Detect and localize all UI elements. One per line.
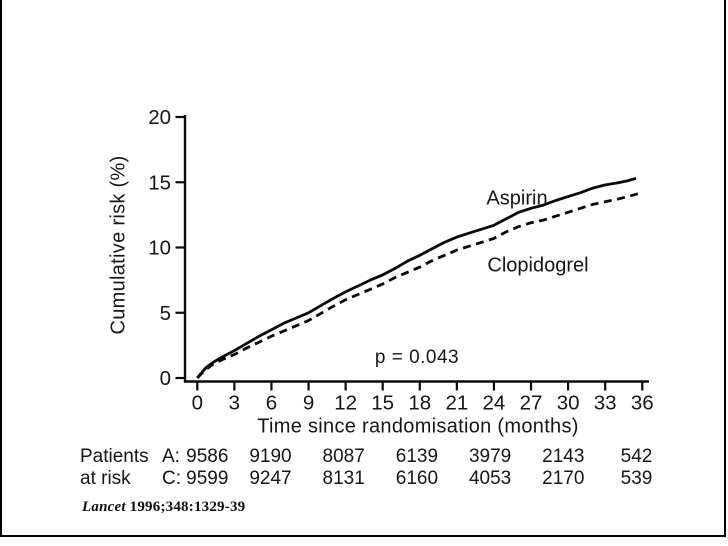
y-tick-label: 10 [148, 237, 171, 260]
risk-count: 2143 [542, 446, 585, 467]
clopidogrel-series-label: Clopidogrel [487, 254, 589, 277]
risk-count: 4053 [468, 468, 512, 489]
aspirin-curve [196, 176, 637, 379]
risk-count: 2170 [542, 468, 585, 489]
x-tick-label: 33 [594, 392, 617, 415]
citation-journal: Lancet [82, 499, 126, 515]
risk-count: 539 [620, 468, 653, 489]
x-axis-title: Time since randomisation (months) [257, 415, 579, 438]
slide-border-left [0, 0, 2, 537]
y-axis-title: Cumulative risk (%) [107, 155, 130, 335]
x-tick-label: 9 [303, 392, 314, 415]
risk-count: 3979 [468, 446, 512, 467]
risk-count: 8087 [322, 446, 365, 467]
clopidogrel-curve [196, 191, 641, 379]
y-tick-label: 0 [160, 367, 171, 390]
slide-border-bottom [0, 535, 726, 537]
axes [183, 115, 649, 383]
risk-count: 9586 [186, 446, 229, 467]
risk-count: 9190 [249, 446, 292, 467]
y-tick-label: 5 [160, 302, 171, 325]
risk-table-label-line1: Patients [80, 446, 149, 467]
x-tick-label: 27 [520, 392, 543, 415]
x-tick-label: 18 [408, 392, 431, 415]
risk-count: 9599 [186, 468, 229, 489]
x-tick-label: 24 [483, 392, 506, 415]
citation: Lancet 1996;348:1329-39 [82, 499, 245, 516]
risk-count: 542 [620, 446, 653, 467]
x-tick-label: 21 [445, 392, 468, 415]
risk-row-a-prefix: A: [162, 446, 180, 467]
slide-border-right [724, 0, 726, 537]
x-tick-label: 15 [371, 392, 394, 415]
x-tick-label: 0 [192, 392, 203, 415]
y-tick-label: 20 [148, 106, 171, 129]
risk-count: 6139 [395, 446, 439, 467]
x-tick-label: 6 [266, 392, 277, 415]
x-tick-label: 12 [334, 392, 357, 415]
x-tick-label: 30 [557, 392, 580, 415]
risk-table-label-line2: at risk [80, 468, 131, 489]
risk-row-c-prefix: C: [162, 468, 181, 489]
y-tick-label: 15 [148, 171, 171, 194]
x-tick-label: 3 [229, 392, 240, 415]
risk-count: 9247 [249, 468, 292, 489]
risk-count: 8131 [322, 468, 365, 489]
p-value-annotation: p = 0.043 [374, 347, 460, 368]
citation-ref: 1996;348:1329-39 [125, 499, 246, 515]
aspirin-series-label: Aspirin [486, 187, 548, 210]
x-tick-label: 36 [631, 392, 654, 415]
risk-count: 6160 [395, 468, 439, 489]
